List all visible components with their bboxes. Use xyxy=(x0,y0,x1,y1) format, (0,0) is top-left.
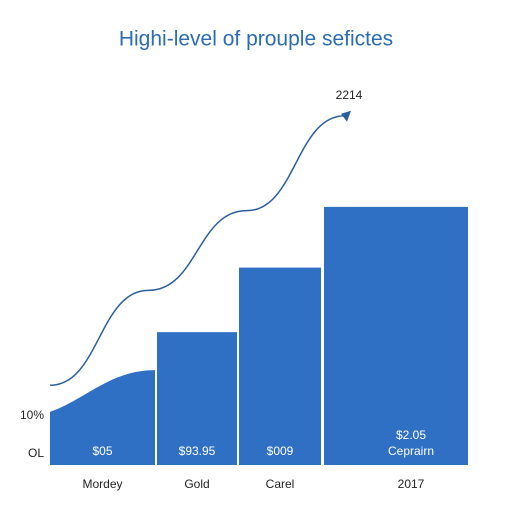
x-tick-label: Mordey xyxy=(82,477,122,491)
x-tick-label: Gold xyxy=(184,477,209,491)
bar xyxy=(324,206,468,465)
bar xyxy=(239,267,321,465)
annotation: 2214 xyxy=(336,88,363,102)
value-label: $05 xyxy=(92,444,112,458)
area-bar xyxy=(50,370,155,465)
value-label: Ceprairn xyxy=(388,444,434,458)
value-label: $2.05 xyxy=(396,428,426,442)
y-tick-label: 10% xyxy=(20,408,44,422)
value-label: $93.95 xyxy=(179,444,216,458)
x-tick-label: 2017 xyxy=(398,477,425,491)
arrow-head xyxy=(341,110,351,122)
trend-line xyxy=(49,115,346,387)
value-label: $009 xyxy=(267,444,294,458)
y-tick-label: OL xyxy=(28,446,44,460)
chart-title: Highi-level of prouple sefictes xyxy=(119,28,393,51)
bar xyxy=(157,332,237,465)
x-tick-label: Carel xyxy=(266,477,295,491)
